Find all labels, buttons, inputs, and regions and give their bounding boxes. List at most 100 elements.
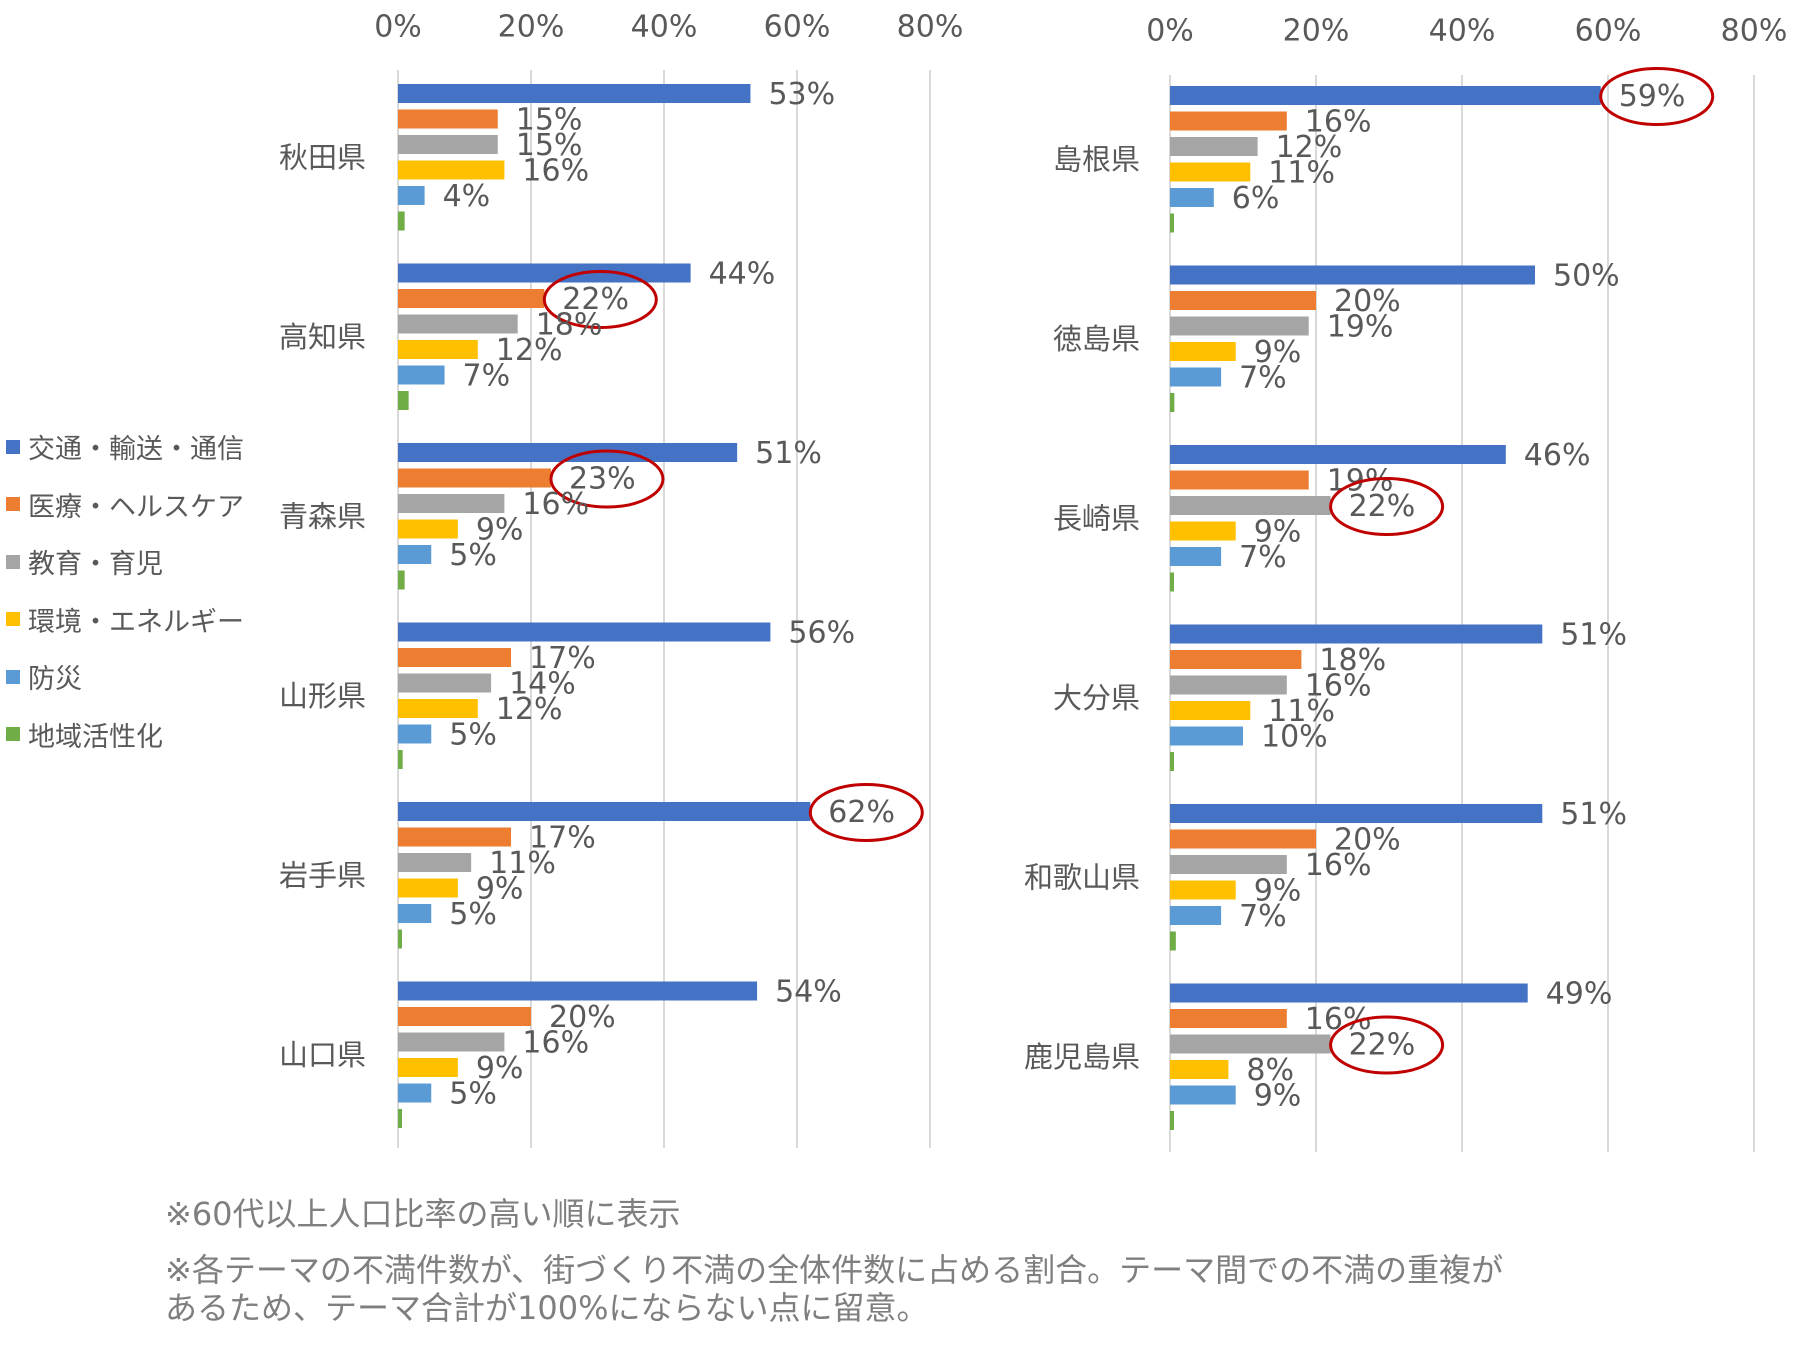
category-label: 和歌山県 — [1024, 860, 1140, 894]
data-label: 16% — [1305, 105, 1372, 140]
bar-3-鹿児島県 — [1170, 1060, 1229, 1079]
data-label: 5% — [449, 1077, 497, 1112]
data-label: 12% — [496, 692, 563, 727]
bar-4-和歌山県 — [1170, 906, 1222, 925]
bar-2-和歌山県 — [1170, 855, 1287, 874]
legend-item-revitalization: 地域活性化 — [6, 706, 266, 764]
legend-swatch-revitalization — [6, 727, 20, 742]
data-label: 7% — [1239, 540, 1287, 575]
bar-0-和歌山県 — [1170, 804, 1543, 823]
chart-panel-1: 0% 20% 40% 60% 80%秋田県53%15%15%16%4%高知県44%22%… — [279, 10, 963, 1148]
category-label: 島根県 — [1053, 142, 1140, 176]
legend-item-education: 教育・育児 — [6, 533, 266, 591]
bar-0-大分県 — [1170, 624, 1543, 644]
legend-label-environment: 環境・エネルギー — [28, 606, 244, 638]
bar-4-高知県 — [398, 365, 445, 385]
bar-0-山口県 — [398, 981, 758, 1001]
data-label: 16% — [1305, 669, 1372, 704]
category-label: 鹿児島県 — [1024, 1040, 1140, 1074]
data-label: 51% — [755, 436, 822, 471]
x-tick-label: 40% — [631, 10, 698, 45]
x-tick-label: 20% — [498, 10, 565, 45]
bar-0-長崎県 — [1170, 445, 1506, 464]
bar-4-島根県 — [1170, 188, 1214, 207]
data-label: 54% — [775, 975, 842, 1010]
category-label: 青森県 — [279, 499, 366, 533]
data-label: 23% — [569, 462, 636, 497]
bar-2-島根県 — [1170, 137, 1258, 156]
data-label: 7% — [1239, 899, 1287, 934]
highlight-ellipse — [1329, 477, 1445, 536]
bar-2-山口県 — [398, 1032, 505, 1052]
bar-3-山形県 — [398, 699, 478, 718]
data-label: 17% — [529, 641, 596, 676]
bar-5-秋田県 — [398, 211, 405, 231]
bar-1-高知県 — [398, 289, 545, 308]
legend-item-medical: 医療・ヘルスケア — [6, 476, 266, 534]
bar-4-岩手県 — [398, 904, 432, 923]
data-label: 20% — [1334, 823, 1401, 858]
chart-panel-2: 0% 20% 40% 60% 80%島根県59%16%12%11%6%徳島県50%20%… — [1024, 14, 1787, 1152]
legend-label-revitalization: 地域活性化 — [28, 721, 163, 753]
highlight-ellipse — [1329, 1015, 1445, 1075]
bar-5-高知県 — [398, 391, 409, 410]
bar-1-青森県 — [398, 468, 551, 488]
bar-1-長崎県 — [1170, 470, 1309, 490]
bar-4-山形県 — [398, 724, 432, 744]
bar-1-山口県 — [398, 1007, 531, 1026]
bar-1-岩手県 — [398, 827, 512, 847]
data-label: 50% — [1553, 259, 1620, 294]
x-tick-label: 20% — [1283, 14, 1350, 49]
data-label: 9% — [1254, 1079, 1302, 1114]
bar-3-青森県 — [398, 519, 458, 539]
bar-0-山形県 — [398, 622, 771, 642]
bar-2-徳島県 — [1170, 316, 1309, 336]
legend-item-transport: 交通・輸送・通信 — [6, 418, 266, 476]
data-label: 8% — [1246, 1053, 1294, 1088]
bar-5-長崎県 — [1170, 572, 1174, 592]
data-label: 11% — [1268, 694, 1335, 729]
bar-2-山形県 — [398, 673, 492, 693]
bar-1-秋田県 — [398, 109, 498, 129]
data-label: 5% — [449, 538, 497, 573]
bar-3-大分県 — [1170, 701, 1251, 720]
data-label: 17% — [529, 821, 596, 856]
legend-swatch-disaster — [6, 669, 20, 684]
data-label: 46% — [1524, 438, 1591, 473]
bar-4-山口県 — [398, 1083, 432, 1103]
bar-0-高知県 — [398, 263, 691, 283]
data-label: 5% — [449, 718, 497, 753]
bar-2-鹿児島県 — [1170, 1034, 1331, 1054]
bar-1-大分県 — [1170, 650, 1302, 669]
legend-label-education: 教育・育児 — [28, 549, 163, 581]
bar-1-和歌山県 — [1170, 829, 1316, 849]
data-label: 20% — [1334, 284, 1401, 319]
bar-5-和歌山県 — [1170, 931, 1176, 951]
bar-2-長崎県 — [1170, 496, 1331, 515]
category-label: 大分県 — [1053, 681, 1140, 715]
data-label: 22% — [1349, 1028, 1416, 1063]
highlight-ellipse — [542, 270, 658, 329]
category-label: 岩手県 — [279, 858, 366, 892]
x-tick-label: 40% — [1429, 14, 1496, 49]
bar-0-鹿児島県 — [1170, 983, 1528, 1003]
x-tick-label: 0% — [1146, 14, 1194, 49]
bar-5-鹿児島県 — [1170, 1111, 1174, 1130]
data-label: 18% — [536, 308, 603, 343]
data-label: 9% — [476, 1051, 524, 1086]
data-label: 12% — [496, 333, 563, 368]
data-label: 59% — [1619, 79, 1686, 114]
data-label: 49% — [1546, 977, 1613, 1012]
legend-swatch-environment — [6, 612, 20, 627]
legend-label-disaster: 防災 — [28, 664, 82, 696]
data-label: 11% — [1268, 156, 1335, 191]
bar-4-長崎県 — [1170, 547, 1222, 566]
bar-3-山口県 — [398, 1058, 458, 1077]
data-label: 16% — [522, 1026, 589, 1061]
bar-3-岩手県 — [398, 878, 458, 898]
bar-0-島根県 — [1170, 86, 1601, 105]
x-tick-label: 60% — [764, 10, 831, 45]
bar-2-岩手県 — [398, 853, 472, 872]
data-label: 5% — [449, 897, 497, 932]
bar-0-青森県 — [398, 443, 738, 462]
